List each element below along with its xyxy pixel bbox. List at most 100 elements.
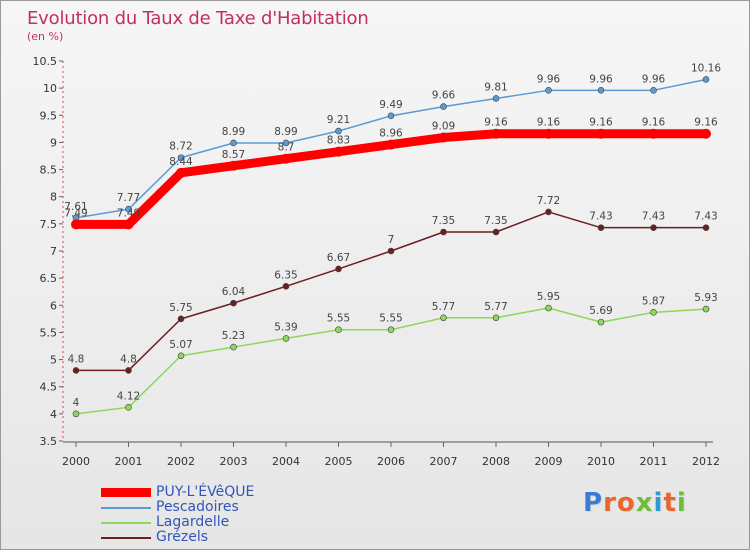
data-point <box>702 76 710 83</box>
data-label: 8.99 <box>274 126 297 138</box>
data-label: 9.09 <box>432 121 455 133</box>
x-tick-label: 2012 <box>692 455 720 468</box>
data-label: 7.43 <box>642 211 665 223</box>
y-tick-label: 3.5 <box>40 435 58 448</box>
data-point <box>282 282 290 290</box>
chart-unit-label: (en %) <box>27 30 64 43</box>
logo-letter: r <box>603 488 617 518</box>
data-label: 8.57 <box>222 149 245 161</box>
data-label: 9.21 <box>327 114 350 126</box>
data-point <box>702 224 710 231</box>
data-label: 5.95 <box>537 291 560 303</box>
data-point <box>545 304 552 312</box>
x-tick-label: 2006 <box>377 455 405 468</box>
data-point <box>282 139 290 147</box>
logo-letter: i <box>676 488 687 518</box>
data-point <box>123 219 134 230</box>
data-label: 4.8 <box>120 353 137 365</box>
data-point <box>545 87 552 94</box>
y-tick-label: 9.5 <box>40 109 58 122</box>
data-label: 9.96 <box>589 73 613 85</box>
data-label: 10.16 <box>691 62 721 74</box>
data-point <box>386 139 396 150</box>
data-point <box>333 146 344 157</box>
legend-label: Pescadoires <box>156 499 239 515</box>
data-point <box>125 205 132 213</box>
data-point <box>335 326 342 334</box>
data-label: 7.43 <box>694 211 717 223</box>
y-tick-label: 4.5 <box>40 381 58 394</box>
data-point <box>650 224 657 231</box>
data-point <box>492 314 500 322</box>
data-label: 6.04 <box>222 286 246 298</box>
data-point <box>125 404 132 411</box>
y-tick-label: 8.5 <box>40 164 58 177</box>
data-point <box>387 326 395 334</box>
x-tick-label: 2005 <box>325 455 353 468</box>
y-tick-label: 7 <box>50 245 57 258</box>
data-point <box>648 128 659 139</box>
data-label: 9.96 <box>537 73 561 85</box>
data-point <box>650 309 657 316</box>
data-label: 8.44 <box>169 156 193 168</box>
data-label: 9.16 <box>537 117 561 129</box>
data-point <box>281 153 291 164</box>
legend-swatch <box>101 522 151 524</box>
data-label: 5.87 <box>642 295 665 307</box>
data-point <box>597 87 605 94</box>
logo-letter: i <box>653 488 664 518</box>
legend-item: Grézels <box>101 529 361 546</box>
data-point <box>71 219 81 230</box>
y-tick-label: 4 <box>50 408 57 421</box>
data-point <box>177 315 185 323</box>
data-point <box>491 128 501 139</box>
y-tick-label: 10.5 <box>33 55 58 68</box>
data-point <box>650 87 657 94</box>
x-tick-label: 2011 <box>640 455 668 468</box>
data-point <box>440 103 447 110</box>
x-tick-label: 2010 <box>587 455 615 468</box>
chart-title: Evolution du Taux de Taxe d'Habitation <box>27 8 369 29</box>
proxiti-logo: Proxiti <box>583 488 687 518</box>
data-point <box>335 127 342 135</box>
data-point <box>176 167 186 178</box>
data-label: 7.43 <box>589 211 612 223</box>
data-label: 8.96 <box>379 128 403 140</box>
data-label: 5.23 <box>222 330 245 342</box>
data-point <box>701 128 711 139</box>
data-label: 9.49 <box>379 99 402 111</box>
x-tick-label: 2009 <box>535 455 563 468</box>
data-label: 5.69 <box>589 305 612 317</box>
data-point <box>177 154 185 161</box>
legend-swatch <box>101 488 151 497</box>
data-label: 4 <box>73 397 80 409</box>
y-tick-label: 8 <box>50 191 57 204</box>
data-label: 7.49 <box>117 207 140 219</box>
data-label: 9.16 <box>642 117 666 129</box>
data-point <box>596 128 606 139</box>
data-point <box>597 318 605 326</box>
data-point <box>125 367 132 374</box>
data-point <box>702 305 710 313</box>
data-point <box>597 224 605 231</box>
data-label: 7.49 <box>64 207 87 219</box>
x-tick-label: 2003 <box>220 455 248 468</box>
data-point <box>177 352 185 360</box>
data-point <box>440 228 447 236</box>
y-tick-label: 5 <box>50 354 57 367</box>
data-label: 7.35 <box>432 215 455 227</box>
data-label: 7 <box>388 234 395 246</box>
data-label: 4.8 <box>68 353 85 365</box>
data-point <box>543 128 554 139</box>
x-tick-label: 2000 <box>62 455 90 468</box>
data-point <box>387 247 395 255</box>
data-point <box>72 410 80 418</box>
data-label: 9.81 <box>484 81 507 93</box>
x-tick-label: 2007 <box>430 455 458 468</box>
data-label: 4.12 <box>117 390 140 402</box>
data-label: 7.72 <box>537 195 560 207</box>
logo-letter: o <box>616 488 636 518</box>
data-point <box>440 314 447 322</box>
data-label: 8.99 <box>222 126 245 138</box>
data-label: 5.77 <box>432 301 455 313</box>
